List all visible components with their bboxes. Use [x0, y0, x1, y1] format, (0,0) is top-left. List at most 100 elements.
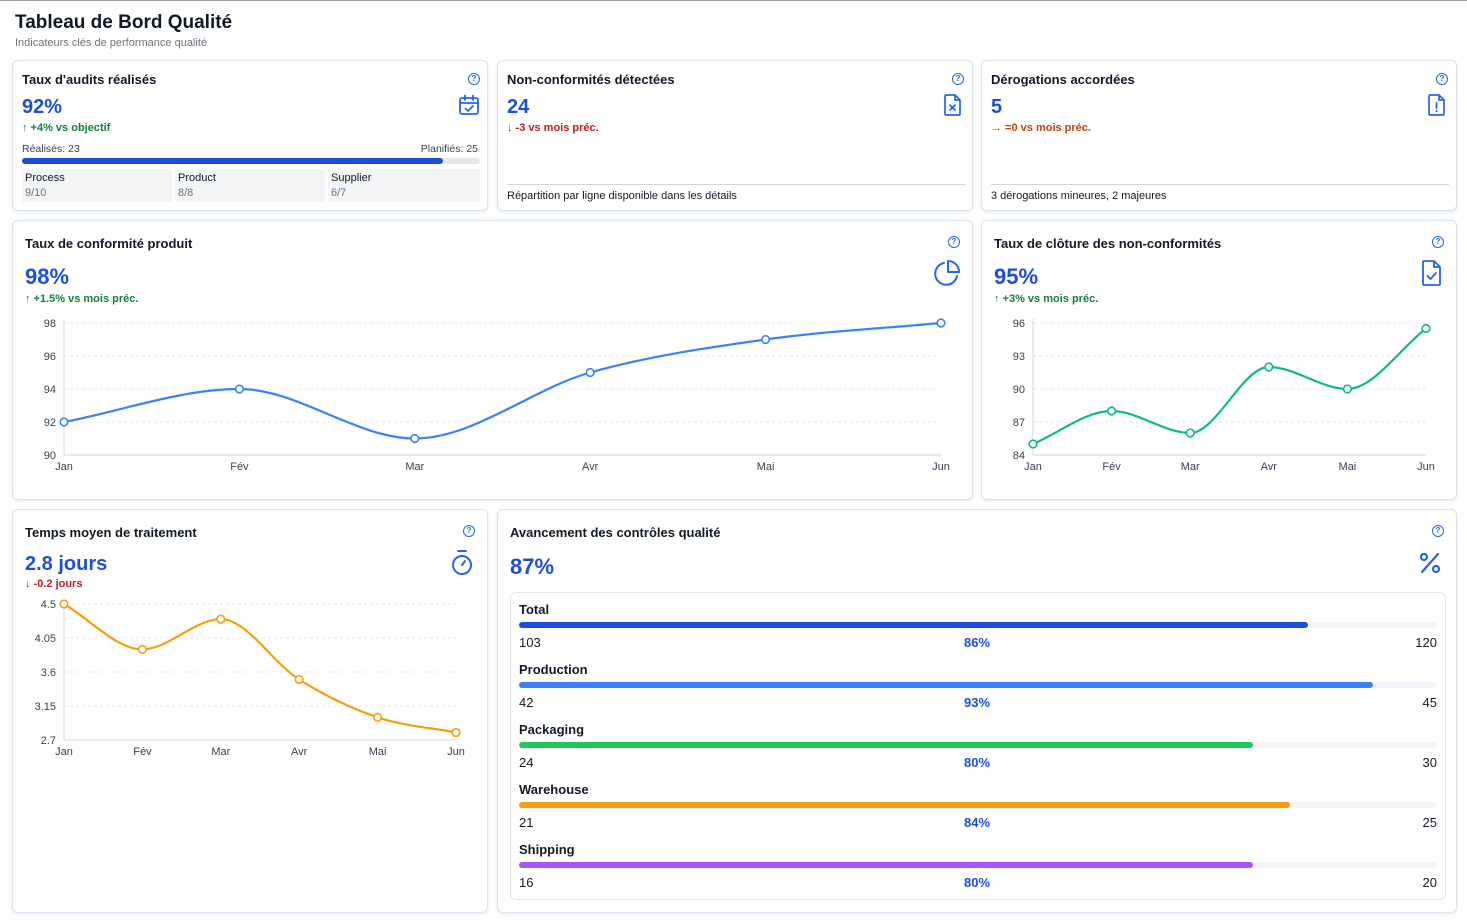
help-icon[interactable]: ? [468, 73, 480, 85]
progress-row-max: 30 [1422, 755, 1437, 770]
progress-bar-fill [519, 682, 1373, 688]
progress-bar-fill [519, 622, 1309, 628]
treatment-value: 2.8 jours [25, 553, 108, 575]
data-point [1028, 439, 1038, 449]
progress-bar-track [519, 862, 1437, 868]
closure-card[interactable]: Taux de clôture des non-conformités ? 95… [981, 220, 1457, 500]
x-tick-label: Fév [133, 746, 152, 758]
progress-row-percent: 84% [963, 815, 991, 830]
y-tick-label: 84 [1013, 450, 1025, 462]
audits-progress-track [22, 158, 480, 164]
derog-delta: → =0 vs mois préc. [991, 122, 1091, 134]
progress-row-name: Shipping [519, 842, 575, 857]
controls-card[interactable]: Avancement des contrôles qualité ? 87% T… [497, 509, 1457, 913]
y-tick-label: 96 [44, 351, 56, 363]
audit-type-supplier: Supplier 6/7 [328, 169, 480, 202]
help-icon[interactable]: ? [1432, 236, 1444, 248]
audit-type-value: 9/10 [25, 187, 47, 199]
help-icon[interactable]: ? [948, 236, 960, 248]
data-point [216, 614, 226, 624]
data-point [410, 433, 420, 444]
x-tick-label: Jun [1417, 461, 1435, 473]
progress-bar-track [519, 802, 1437, 808]
percent-icon [1419, 552, 1441, 574]
conformity-delta: ↑ +1.5% vs mois préc. [25, 293, 139, 305]
x-tick-label: Mai [369, 746, 387, 758]
conformity-title: Taux de conformité produit [25, 236, 193, 251]
audits-progress-fill [22, 158, 444, 164]
x-tick-label: Avr [291, 746, 308, 758]
y-tick-label: 92 [44, 417, 56, 429]
y-tick-label: 3.15 [35, 701, 56, 713]
help-icon[interactable]: ? [952, 73, 964, 85]
data-point [137, 644, 147, 654]
conformity-card[interactable]: Taux de conformité produit ? 98% ↑ +1.5%… [12, 220, 973, 500]
calendar-check-icon [459, 94, 479, 115]
data-point [1264, 362, 1274, 372]
data-point [1342, 384, 1353, 394]
data-point [1421, 323, 1431, 334]
y-tick-label: 4.5 [41, 599, 56, 611]
x-tick-label: Mar [405, 461, 424, 473]
progress-row-max: 25 [1422, 815, 1437, 830]
page-subtitle: Indicateurs clés de performance qualité [15, 37, 207, 49]
progress-bar-fill [519, 802, 1291, 808]
progress-bar-fill [519, 862, 1254, 868]
progress-row-max: 20 [1422, 875, 1437, 890]
nonconf-title: Non-conformités détectées [507, 72, 675, 87]
help-icon[interactable]: ? [1432, 525, 1444, 537]
data-point [1107, 406, 1117, 416]
nonconf-card[interactable]: Non-conformités détectées ? 24 ↓ -3 vs m… [497, 60, 973, 211]
progress-row-max: 120 [1415, 635, 1437, 650]
closure-delta: ↑ +3% vs mois préc. [994, 293, 1099, 305]
y-tick-label: 4.05 [35, 633, 56, 645]
y-tick-label: 93 [1013, 351, 1025, 363]
x-tick-label: Mai [757, 461, 775, 473]
progress-row-production: Production 42 93% 45 [511, 662, 1445, 718]
audit-type-product: Product 8/8 [175, 169, 325, 202]
closure-title: Taux de clôture des non-conformités [994, 236, 1222, 251]
nonconf-value: 24 [507, 96, 530, 118]
help-icon[interactable]: ? [1436, 73, 1448, 85]
progress-row-value: 21 [519, 815, 534, 830]
pie-chart-icon [934, 260, 960, 286]
data-point [585, 367, 595, 378]
progress-row-max: 45 [1422, 695, 1437, 710]
derog-title: Dérogations accordées [991, 72, 1135, 87]
treatment-card[interactable]: Temps moyen de traitement ? 2.8 jours ↓ … [12, 509, 488, 913]
y-tick-label: 96 [1013, 318, 1025, 330]
x-tick-label: Mar [211, 746, 230, 758]
progress-row-total: Total 103 86% 120 [511, 602, 1445, 658]
x-tick-label: Jan [1024, 461, 1042, 473]
help-icon[interactable]: ? [463, 525, 475, 537]
series-line [1032, 327, 1427, 446]
y-tick-label: 94 [44, 384, 56, 396]
derog-value: 5 [991, 96, 1003, 118]
progress-row-percent: 80% [963, 755, 991, 770]
audit-type-value: 8/8 [178, 187, 194, 199]
y-tick-label: 98 [44, 318, 56, 330]
x-tick-label: Jun [447, 746, 465, 758]
progress-bar-track [519, 622, 1437, 628]
controls-title: Avancement des contrôles qualité [510, 525, 721, 540]
progress-row-packaging: Packaging 24 80% 30 [511, 722, 1445, 778]
derog-card[interactable]: Dérogations accordées ? 5 → =0 vs mois p… [981, 60, 1457, 211]
x-tick-label: Jan [55, 461, 73, 473]
series-line [63, 321, 942, 440]
y-tick-label: 90 [44, 450, 56, 462]
treatment-delta: ↓ -0.2 jours [25, 578, 83, 590]
audits-planned-label: Planifiés: 25 [420, 143, 478, 155]
data-point [1185, 428, 1195, 438]
audit-type-name: Product [178, 172, 216, 184]
progress-row-percent: 86% [963, 635, 991, 650]
progress-row-value: 42 [519, 695, 534, 710]
data-point [59, 599, 69, 609]
progress-bar-track [519, 682, 1437, 688]
file-check-icon [1422, 260, 1441, 286]
nonconf-delta: ↓ -3 vs mois préc. [507, 122, 599, 134]
audits-done-label: Réalisés: 23 [22, 143, 80, 155]
page-title: Tableau de Bord Qualité [15, 12, 233, 33]
audits-card[interactable]: Taux d'audits réalisés ? 92% ↑ +4% vs ob… [12, 60, 488, 211]
progress-row-value: 16 [519, 875, 534, 890]
divider [991, 184, 1449, 185]
